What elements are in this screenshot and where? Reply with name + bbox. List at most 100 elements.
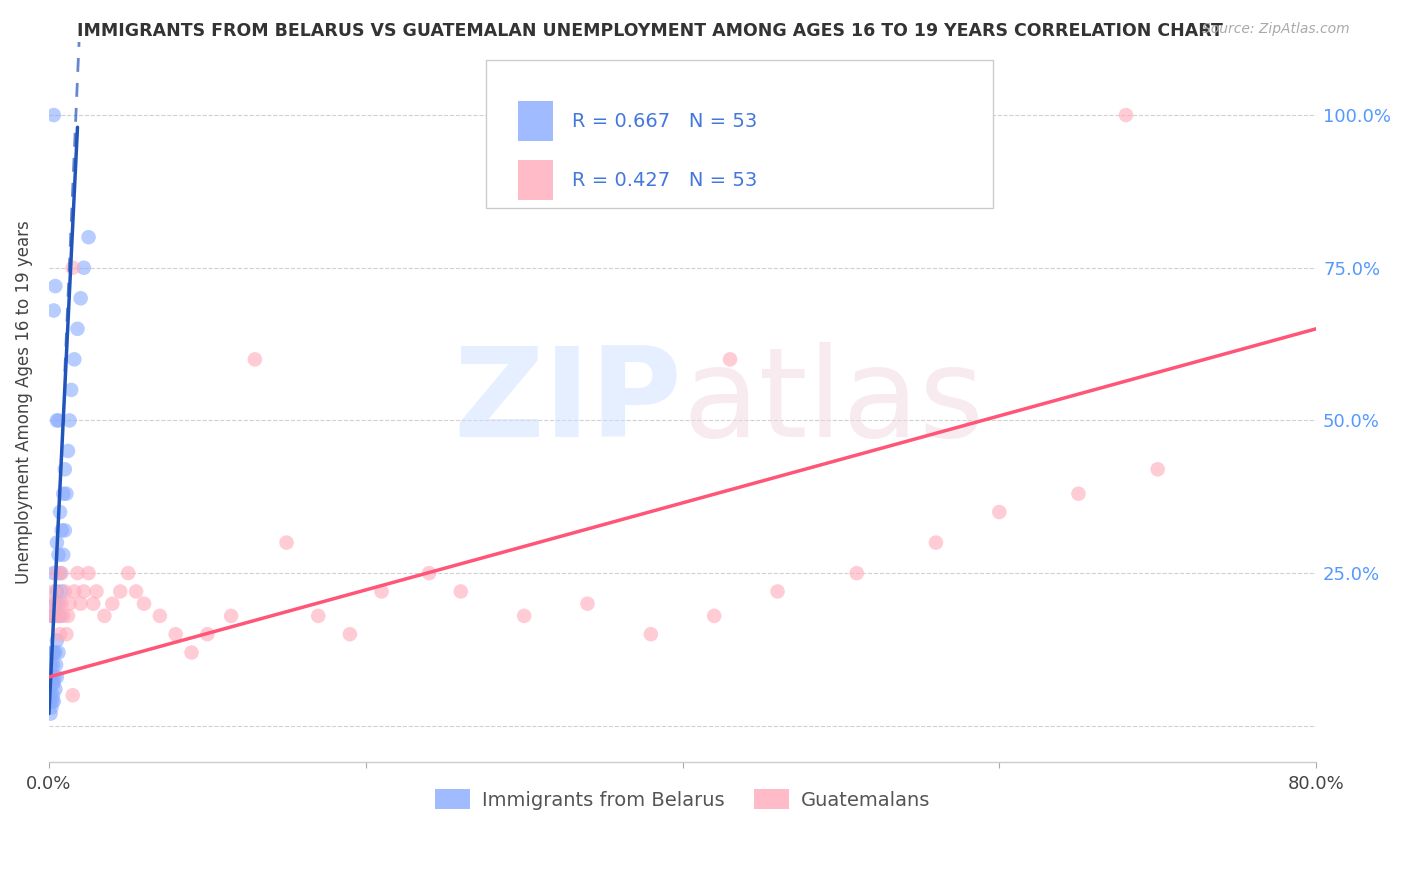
Point xyxy=(45,566,67,581)
Point xyxy=(42,694,65,708)
Point xyxy=(48,646,70,660)
Point xyxy=(41,608,63,623)
Point xyxy=(53,584,76,599)
Point xyxy=(42,676,65,690)
Point xyxy=(640,627,662,641)
Point xyxy=(69,597,91,611)
Point xyxy=(51,584,73,599)
Text: Source: ZipAtlas.com: Source: ZipAtlas.com xyxy=(1202,22,1350,37)
Text: R = 0.427   N = 53: R = 0.427 N = 53 xyxy=(572,170,758,190)
Point xyxy=(55,487,77,501)
Point xyxy=(45,535,67,549)
Point xyxy=(117,566,139,581)
Point xyxy=(58,413,80,427)
Point xyxy=(51,597,73,611)
Point xyxy=(219,608,242,623)
Point xyxy=(513,608,536,623)
Point xyxy=(48,597,70,611)
Point xyxy=(44,682,66,697)
Point xyxy=(703,608,725,623)
Point xyxy=(38,694,60,708)
Point xyxy=(180,646,202,660)
Point xyxy=(39,688,62,702)
Point xyxy=(110,584,132,599)
Point xyxy=(41,676,63,690)
Point xyxy=(132,597,155,611)
Point xyxy=(62,260,84,275)
Point xyxy=(41,700,63,714)
Point xyxy=(52,548,75,562)
Point xyxy=(45,584,67,599)
Point xyxy=(45,413,67,427)
Point xyxy=(925,535,948,549)
Point xyxy=(42,566,65,581)
Point xyxy=(58,597,80,611)
Point xyxy=(69,291,91,305)
Point xyxy=(86,584,108,599)
Point xyxy=(41,646,63,660)
Point xyxy=(51,524,73,538)
Point xyxy=(73,584,96,599)
FancyBboxPatch shape xyxy=(486,60,993,208)
Point xyxy=(48,413,70,427)
Text: R = 0.667   N = 53: R = 0.667 N = 53 xyxy=(572,112,758,130)
Point xyxy=(63,584,86,599)
Point xyxy=(165,627,187,641)
Point xyxy=(39,682,62,697)
Point xyxy=(51,566,73,581)
Point xyxy=(42,608,65,623)
Point xyxy=(718,352,741,367)
Point xyxy=(195,627,218,641)
Point xyxy=(370,584,392,599)
Point xyxy=(576,597,599,611)
Point xyxy=(44,608,66,623)
Point xyxy=(73,260,96,275)
Point xyxy=(41,597,63,611)
Point xyxy=(56,608,79,623)
Point xyxy=(125,584,148,599)
Y-axis label: Unemployment Among Ages 16 to 19 years: Unemployment Among Ages 16 to 19 years xyxy=(15,220,32,584)
Point xyxy=(1067,487,1090,501)
Point xyxy=(77,230,100,244)
Point xyxy=(48,548,70,562)
Legend: Immigrants from Belarus, Guatemalans: Immigrants from Belarus, Guatemalans xyxy=(427,781,938,818)
Point xyxy=(45,597,67,611)
Point xyxy=(45,670,67,684)
Point xyxy=(53,462,76,476)
Point xyxy=(42,688,65,702)
Point xyxy=(339,627,361,641)
Point xyxy=(149,608,172,623)
Point xyxy=(66,322,89,336)
Point xyxy=(63,352,86,367)
Point xyxy=(766,584,789,599)
Point xyxy=(55,627,77,641)
Point xyxy=(988,505,1011,519)
Point xyxy=(418,566,440,581)
Point xyxy=(101,597,124,611)
Point xyxy=(44,597,66,611)
Point xyxy=(52,608,75,623)
Point xyxy=(450,584,472,599)
Point xyxy=(41,694,63,708)
Text: IMMIGRANTS FROM BELARUS VS GUATEMALAN UNEMPLOYMENT AMONG AGES 16 TO 19 YEARS COR: IMMIGRANTS FROM BELARUS VS GUATEMALAN UN… xyxy=(77,22,1223,40)
Point xyxy=(1146,462,1168,476)
Point xyxy=(45,633,67,648)
Point xyxy=(42,657,65,672)
Point xyxy=(93,608,115,623)
Point xyxy=(44,646,66,660)
Point xyxy=(53,524,76,538)
Point xyxy=(243,352,266,367)
Point xyxy=(42,108,65,122)
Point xyxy=(62,688,84,702)
Point xyxy=(49,505,72,519)
Point xyxy=(77,566,100,581)
Point xyxy=(42,584,65,599)
Point xyxy=(48,608,70,623)
Point xyxy=(66,566,89,581)
Point xyxy=(82,597,104,611)
Text: ZIP: ZIP xyxy=(454,342,682,463)
Point xyxy=(39,706,62,721)
Point xyxy=(44,279,66,293)
Point xyxy=(42,303,65,318)
Text: atlas: atlas xyxy=(682,342,984,463)
